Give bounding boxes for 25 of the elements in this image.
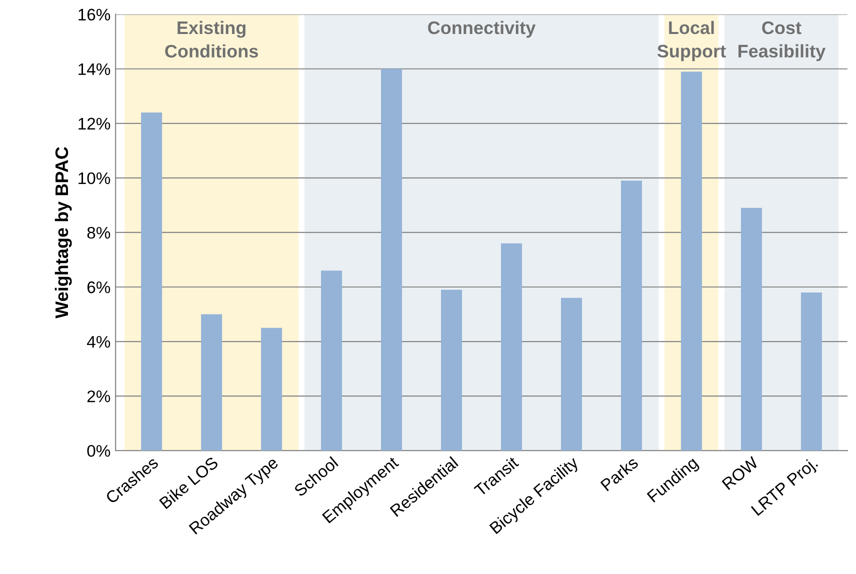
bar	[620, 180, 642, 451]
bar	[800, 292, 822, 451]
bar	[261, 328, 282, 451]
y-tick-label: 16%	[78, 8, 110, 21]
y-tick-label: 6%	[87, 281, 110, 294]
band-label: Local Support	[657, 20, 726, 62]
y-tick-label: 10%	[78, 172, 110, 184]
band-label: Existing Conditions	[165, 20, 258, 58]
bar	[441, 290, 462, 451]
y-axis-title: Weightage by BPAC	[54, 147, 72, 318]
bar	[500, 243, 522, 451]
bar	[141, 112, 162, 451]
bar	[201, 314, 222, 451]
bar	[740, 208, 762, 451]
band-label: Connectivity	[428, 20, 536, 38]
y-tick-label: 4%	[86, 336, 110, 348]
band-label: Cost Feasibility	[738, 21, 826, 62]
bar	[381, 68, 402, 451]
y-tick-label: 0%	[87, 444, 110, 457]
y-tick-label: 12%	[78, 118, 110, 130]
y-tick-label: 8%	[87, 226, 110, 239]
bar	[560, 298, 582, 451]
y-tick-label: 2%	[87, 390, 110, 402]
y-tick-label: 14%	[78, 63, 110, 76]
bar	[321, 270, 342, 451]
